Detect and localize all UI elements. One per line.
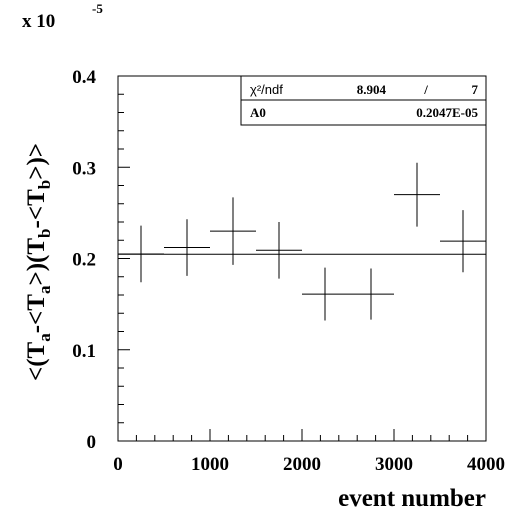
y-multiplier-label: x 10 — [22, 11, 55, 32]
stats-param-value: 0.2047E-05 — [416, 105, 478, 120]
y-axis-label-part: -<T — [23, 294, 50, 334]
stats-param-label: A0 — [250, 105, 266, 120]
y-axis-label-part: >)> — [23, 143, 50, 180]
x-tick-label: 2000 — [283, 454, 321, 475]
y-axis-label-part: -<T — [23, 189, 50, 229]
x-tick-label: 0 — [113, 454, 123, 475]
stats-ndf: 7 — [472, 82, 479, 97]
x-axis-label: event number — [338, 485, 486, 512]
stats-separator: / — [423, 82, 428, 97]
y-tick-label: 0 — [87, 432, 97, 453]
y-tick-label: 0.4 — [72, 67, 96, 88]
y-axis-label-sub: b — [35, 180, 54, 189]
y-axis-label-sub: a — [35, 285, 54, 294]
y-tick-label: 0.1 — [72, 341, 96, 362]
y-axis-label-part: >)(T — [23, 238, 50, 286]
y-axis-label-sub: a — [35, 333, 54, 342]
stats-chi2-value: 8.904 — [357, 82, 387, 97]
x-tick-label: 3000 — [375, 454, 413, 475]
y-tick-label: 0.3 — [72, 158, 96, 179]
y-axis-label-sub: b — [35, 229, 54, 238]
y-multiplier-exponent: -5 — [92, 1, 103, 16]
x-tick-label: 4000 — [467, 454, 505, 475]
y-axis-label: <(Ta-<Ta>)(Tb-<Tb>)> — [23, 143, 54, 381]
x-tick-label: 1000 — [191, 454, 229, 475]
plot-frame — [117, 75, 487, 442]
stats-chi2-label: χ²/ndf — [250, 82, 283, 97]
y-axis-label-part: <(T — [23, 341, 50, 381]
svg-text:<(Ta-<Ta>)(Tb-<Tb>)>: <(Ta-<Ta>)(Tb-<Tb>)> — [23, 143, 54, 381]
stats-box: χ²/ndf 8.904 / 7 A0 0.2047E-05 — [240, 75, 487, 126]
plot-area: 0 1000 2000 3000 4000 0 0.1 0.2 0.3 0.4 — [72, 67, 505, 475]
y-tick-label: 0.2 — [72, 250, 96, 271]
